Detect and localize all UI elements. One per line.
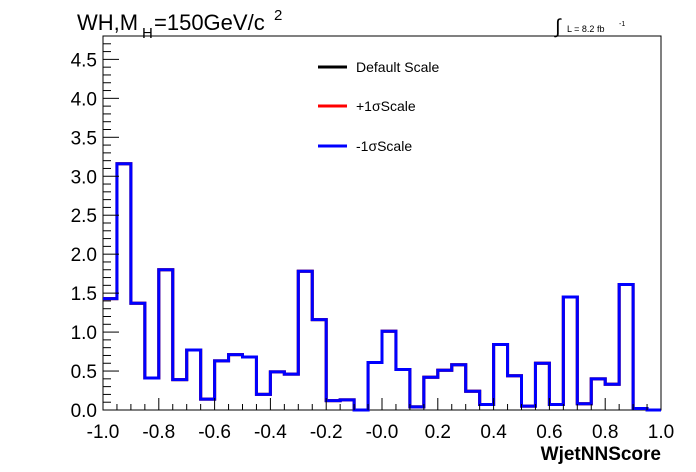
luminosity-text: L = 8.2 fb xyxy=(567,24,604,34)
x-tick-label: 0.8 xyxy=(592,422,618,443)
legend-label-plus-sigma: +1σScale xyxy=(356,98,416,114)
x-tick-label: -0.8 xyxy=(142,422,175,443)
axis-layer: -1.0 -0.8 -0.6 -0.4 -0.2 -0.0 0.2 0.4 0.6 0.8 1.0 0… xyxy=(71,35,674,443)
title-superscript: 2 xyxy=(274,7,282,24)
y-tick-label: 4.5 xyxy=(71,50,97,71)
luminosity-superscript: -1 xyxy=(619,21,625,28)
x-tick-label: 0.6 xyxy=(536,422,562,443)
y-tick-label: 3.0 xyxy=(71,167,97,188)
y-tick-label: 3.5 xyxy=(71,128,97,149)
series-line-2 xyxy=(103,162,661,412)
title-base: WH,M xyxy=(77,10,138,35)
x-tick-label: 0.2 xyxy=(425,422,451,443)
y-tick-label: 2.5 xyxy=(71,206,97,227)
x-tick-label: -0.4 xyxy=(254,422,287,443)
y-tick-label: 0.0 xyxy=(71,401,97,422)
x-tick-label: 1.0 xyxy=(648,422,674,443)
y-tick-label: 1.5 xyxy=(71,284,97,305)
x-tick-label: 0.4 xyxy=(480,422,507,443)
x-tick-label: -0.6 xyxy=(198,422,231,443)
x-axis-title: WjetNNScore xyxy=(541,444,661,465)
luminosity-label: ∫ L = 8.2 fb -1 xyxy=(554,16,625,38)
legend-label-minus-sigma: -1σScale xyxy=(356,138,412,154)
title-subscript: H xyxy=(142,25,153,42)
x-tick-label: -0.0 xyxy=(366,422,399,443)
legend-label-default: Default Scale xyxy=(356,59,439,75)
legend: Default Scale +1σScale -1σScale xyxy=(318,59,439,154)
y-tick-label: 4.0 xyxy=(71,89,97,110)
x-tick-label: -1.0 xyxy=(87,422,120,443)
integral-symbol: ∫ xyxy=(554,16,562,38)
chart-title: WH,M H =150GeV/c 2 xyxy=(77,7,282,42)
x-tick-label: -0.2 xyxy=(310,422,343,443)
series-layer xyxy=(103,162,661,412)
y-tick-label: 1.0 xyxy=(71,323,97,344)
title-rest: =150GeV/c xyxy=(154,10,265,35)
y-tick-label: 2.0 xyxy=(71,245,97,266)
y-tick-label: 0.5 xyxy=(71,362,97,383)
